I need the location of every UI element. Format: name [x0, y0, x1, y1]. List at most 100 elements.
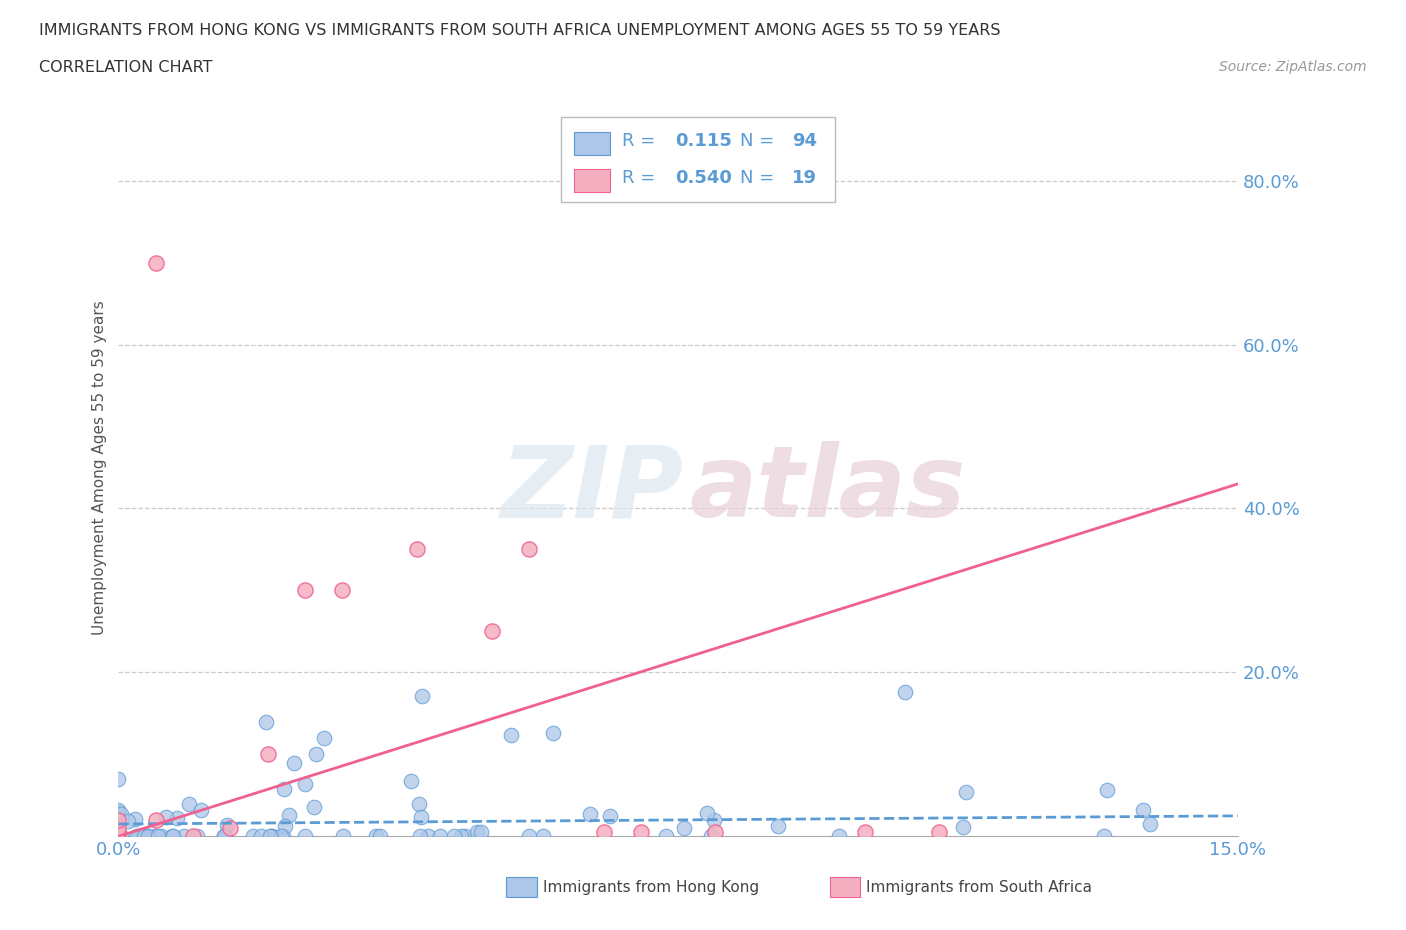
Point — [330, 583, 353, 598]
Point — [853, 825, 876, 840]
Point — [1132, 803, 1154, 817]
Point — [481, 624, 503, 639]
Text: N =: N = — [740, 132, 780, 150]
Point — [655, 829, 678, 844]
Point — [128, 829, 150, 844]
Point — [166, 810, 188, 825]
Point — [138, 829, 160, 844]
Point — [416, 829, 439, 844]
Point — [828, 829, 851, 844]
Point — [186, 829, 208, 844]
Point — [146, 829, 169, 844]
Text: 94: 94 — [793, 132, 817, 150]
Point — [271, 829, 294, 844]
Point — [149, 829, 172, 844]
Point — [450, 829, 472, 844]
Point — [107, 825, 129, 840]
Point — [274, 818, 297, 833]
Point — [501, 727, 523, 742]
Point — [107, 829, 129, 844]
FancyBboxPatch shape — [574, 132, 610, 154]
Point — [132, 829, 155, 844]
Point — [401, 773, 423, 788]
Point — [110, 807, 132, 822]
Y-axis label: Unemployment Among Ages 55 to 59 years: Unemployment Among Ages 55 to 59 years — [93, 300, 107, 635]
Text: N =: N = — [740, 168, 780, 187]
Point — [212, 829, 235, 844]
Point — [592, 825, 614, 840]
Point — [952, 819, 974, 834]
Point — [517, 829, 540, 844]
Point — [1139, 817, 1161, 831]
Point — [704, 825, 727, 840]
Point — [278, 807, 301, 822]
Point — [1095, 782, 1118, 797]
Point — [672, 820, 695, 835]
Point — [294, 583, 316, 598]
Point — [107, 829, 129, 844]
Point — [411, 810, 433, 825]
Point — [124, 812, 146, 827]
Point — [212, 829, 235, 844]
Point — [429, 829, 451, 844]
Point — [107, 813, 129, 828]
Point — [179, 797, 201, 812]
Point — [531, 829, 554, 844]
Point — [155, 810, 177, 825]
Point — [219, 820, 242, 835]
Point — [107, 829, 129, 844]
Point — [270, 829, 292, 844]
Point — [107, 829, 129, 844]
Point — [110, 829, 132, 844]
Point — [262, 829, 284, 844]
Point — [408, 797, 430, 812]
Point — [136, 829, 159, 844]
Point — [127, 829, 149, 844]
Point — [190, 803, 212, 817]
Point — [107, 804, 129, 819]
Point — [215, 817, 238, 832]
Point — [955, 785, 977, 800]
Text: R =: R = — [623, 168, 661, 187]
Point — [160, 829, 183, 844]
Point — [768, 818, 790, 833]
Point — [304, 799, 326, 814]
Point — [134, 829, 156, 844]
Point — [256, 747, 278, 762]
Point — [465, 824, 488, 839]
Point — [107, 772, 129, 787]
Text: 19: 19 — [793, 168, 817, 187]
Text: 0.540: 0.540 — [675, 168, 731, 187]
Point — [368, 829, 391, 844]
Point — [117, 813, 139, 828]
FancyBboxPatch shape — [561, 117, 835, 202]
Point — [260, 829, 283, 844]
Point — [928, 825, 950, 840]
Point — [181, 829, 204, 844]
Text: CORRELATION CHART: CORRELATION CHART — [39, 60, 212, 75]
Point — [411, 688, 433, 703]
Point — [259, 829, 281, 844]
Point — [696, 805, 718, 820]
Point — [541, 726, 564, 741]
Point — [107, 829, 129, 844]
Text: 0.115: 0.115 — [675, 132, 731, 150]
Point — [107, 829, 129, 844]
Text: R =: R = — [623, 132, 661, 150]
FancyBboxPatch shape — [574, 169, 610, 192]
Point — [894, 684, 917, 699]
Point — [107, 829, 129, 844]
Point — [443, 829, 465, 844]
Text: ZIP: ZIP — [501, 441, 683, 538]
Point — [107, 829, 129, 844]
Text: Immigrants from South Africa: Immigrants from South Africa — [866, 880, 1092, 895]
Point — [127, 829, 149, 844]
Point — [145, 255, 167, 270]
Point — [630, 825, 652, 840]
Point — [254, 714, 277, 729]
Text: atlas: atlas — [689, 441, 966, 538]
Point — [107, 829, 129, 844]
Point — [173, 829, 195, 844]
Point — [107, 829, 129, 844]
Point — [332, 829, 354, 844]
